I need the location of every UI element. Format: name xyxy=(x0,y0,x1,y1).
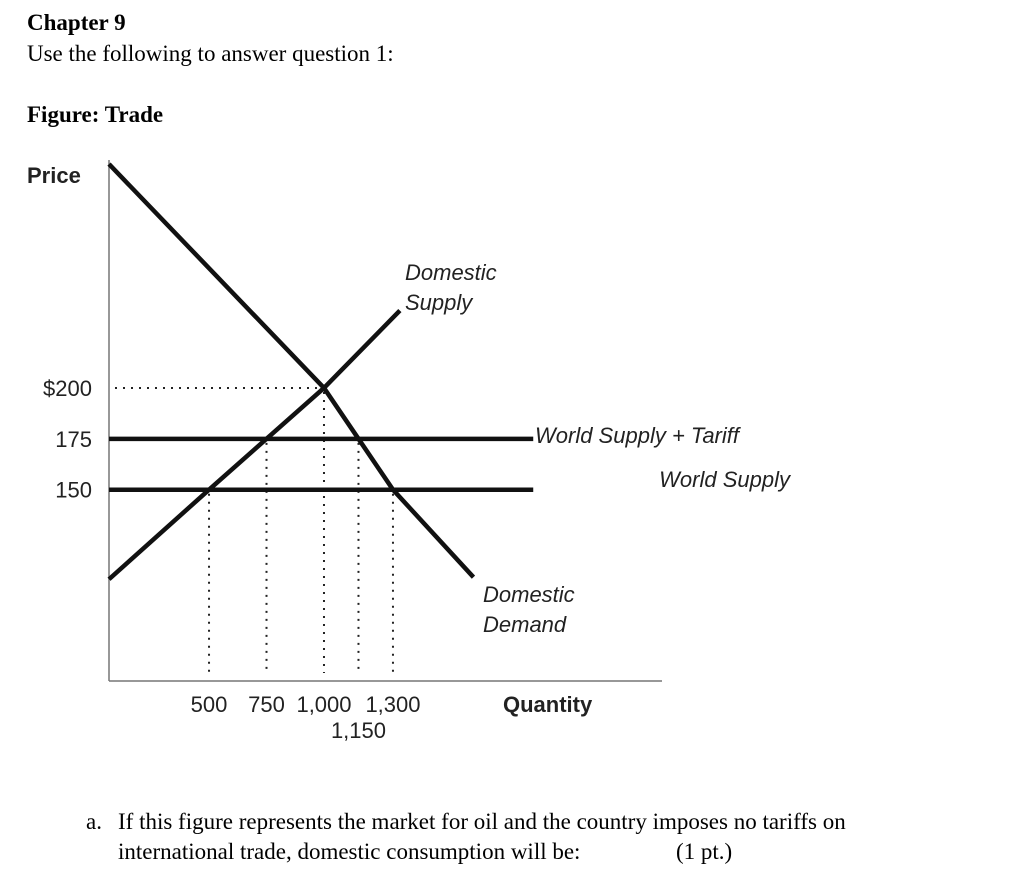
curve xyxy=(107,309,402,581)
question-line: international trade, domestic consumptio… xyxy=(118,839,580,864)
y-tick-label: 175 xyxy=(55,427,92,452)
instruction: Use the following to answer question 1: xyxy=(27,41,394,66)
series-label: Domestic xyxy=(405,260,497,285)
series-label: Domestic xyxy=(483,582,575,607)
question-marker: a. xyxy=(86,809,102,834)
x-axis-label: Quantity xyxy=(503,692,593,717)
series-label: World Supply + Tariff xyxy=(535,423,742,448)
series-label: Supply xyxy=(405,290,474,315)
y-tick-label: 150 xyxy=(55,478,92,503)
y-tick-label: $200 xyxy=(43,376,92,401)
series-label: World Supply xyxy=(659,467,792,492)
question-line: If this figure represents the market for… xyxy=(118,809,846,834)
x-tick-label: 1,300 xyxy=(365,692,420,717)
chapter: Chapter 9 xyxy=(27,10,126,35)
curve xyxy=(107,162,476,579)
question-points: (1 pt.) xyxy=(676,839,732,864)
x-tick-label: 500 xyxy=(191,692,228,717)
x-tick-label: 1,000 xyxy=(296,692,351,717)
y-axis-label: Price xyxy=(27,163,81,188)
figure-title: Figure: Trade xyxy=(27,102,163,127)
x-tick-label: 1,150 xyxy=(331,718,386,743)
series-label: Demand xyxy=(483,612,567,637)
x-tick-label: 750 xyxy=(248,692,285,717)
